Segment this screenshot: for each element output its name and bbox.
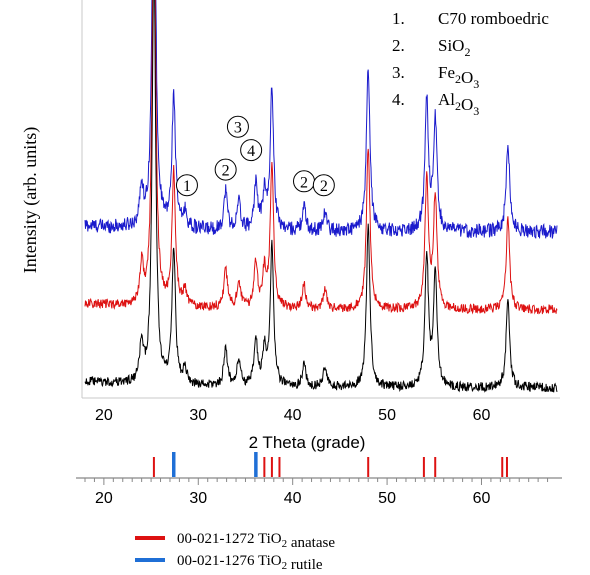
x-tick-label: 60 [473, 407, 491, 424]
x-tick-label: 50 [378, 407, 396, 424]
xrd-series-line [84, 0, 558, 239]
legend-item: Al2O3 [438, 90, 479, 118]
legend-number: 3. [392, 63, 405, 82]
phase-legend: 1. C70 romboedric 2. SiO2 3. Fe2O3 4. Al2O3 [392, 9, 549, 118]
annotation-label: 2 [222, 163, 230, 180]
y-axis-label: Intensity (arb. units) [20, 127, 41, 273]
reference-tick-label: 50 [378, 490, 396, 507]
reference-lines [152, 452, 508, 477]
reference-legend-label: 00-021-1272 TiO2 anatase [177, 531, 335, 551]
x-tick-labels: 20 30 40 50 60 [95, 407, 490, 424]
legend-number: 4. [392, 90, 405, 109]
reference-legend-label: 00-021-1276 TiO2 rutile [177, 553, 323, 573]
legend-item: C70 romboedric [438, 9, 549, 28]
reference-pattern: 20 30 40 50 60 [76, 452, 562, 507]
x-tick-label: 40 [284, 407, 302, 424]
annotation-label: 1 [183, 178, 191, 195]
annotation-circle [240, 139, 263, 162]
reference-tick-label: 30 [189, 490, 207, 507]
annotation-circle [312, 174, 335, 197]
reference-axis-ticks [84, 478, 549, 485]
annotation-label: 2 [300, 174, 308, 191]
x-axis-label: 2 Theta (grade) [249, 433, 366, 452]
x-tick-label: 20 [95, 407, 113, 424]
series-layer [84, 0, 558, 393]
legend-number: 2. [392, 36, 405, 55]
reference-tick-label: 60 [473, 490, 491, 507]
annotation-label: 3 [234, 120, 242, 137]
xrd-series-line [84, 0, 558, 315]
annotation-circle [175, 174, 198, 197]
annotation-circle [214, 158, 237, 181]
reference-tick-labels: 20 30 40 50 60 [95, 490, 490, 507]
annotation-circle [226, 115, 249, 138]
annotation-label: 2 [320, 178, 328, 195]
reference-tick-label: 20 [95, 490, 113, 507]
xrd-series-line [84, 0, 558, 393]
reference-tick-label: 40 [284, 490, 302, 507]
legend-item: Fe2O3 [438, 63, 479, 91]
legend-item: SiO2 [438, 36, 470, 59]
x-tick-label: 30 [189, 407, 207, 424]
annotation-label: 4 [247, 143, 255, 160]
legend-number: 1. [392, 9, 405, 28]
